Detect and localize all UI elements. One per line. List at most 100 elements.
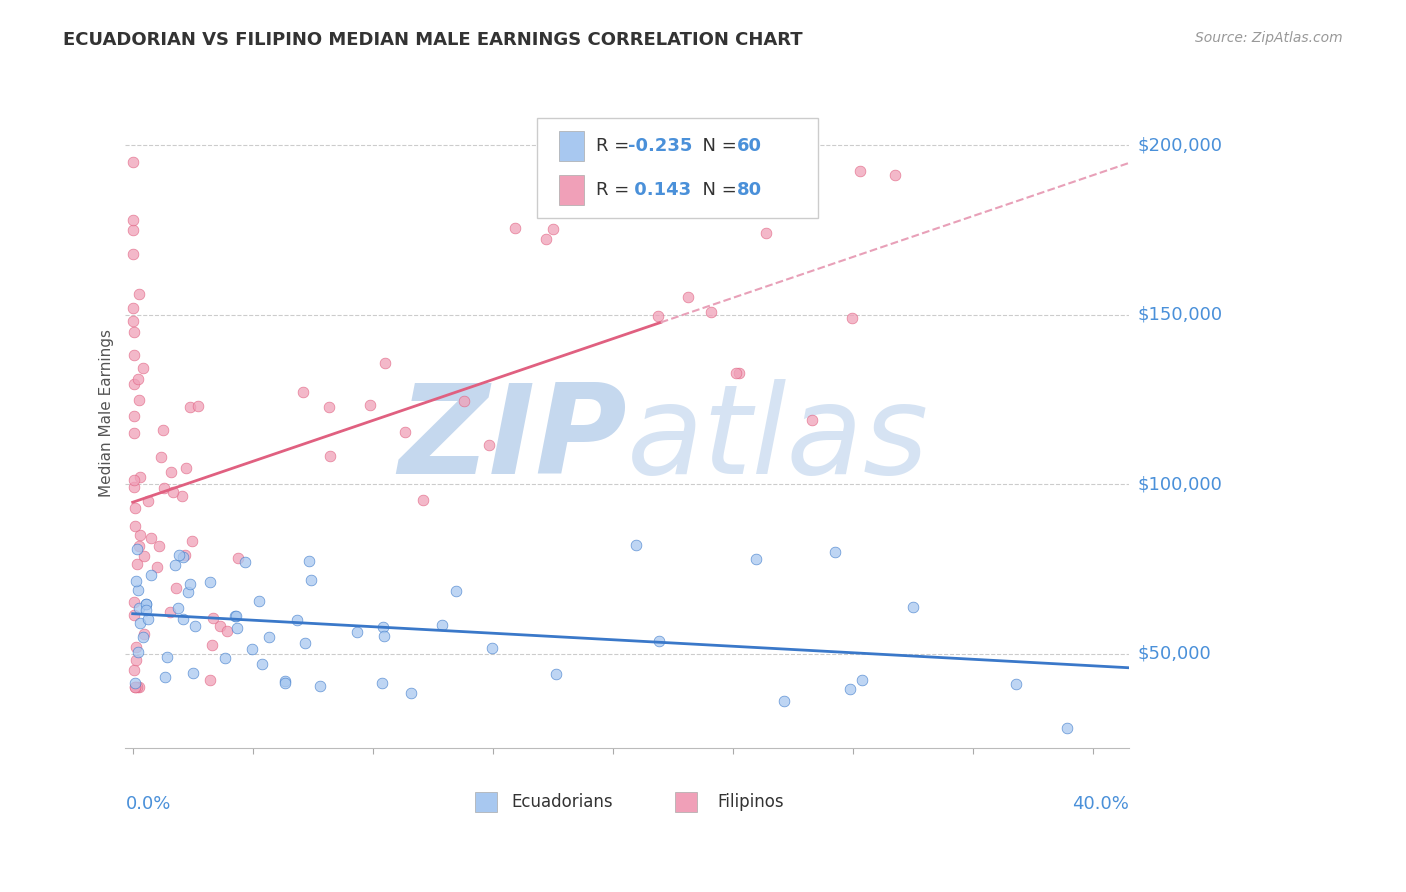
Text: 80: 80	[737, 181, 762, 199]
Point	[648, 633, 671, 648]
Point	[225, 609, 247, 624]
Point	[181, 533, 204, 548]
Point	[394, 425, 416, 440]
Point	[226, 621, 249, 635]
Point	[309, 679, 332, 693]
Point	[233, 556, 256, 570]
Point	[240, 641, 263, 656]
Point	[773, 694, 796, 708]
Point	[128, 601, 150, 615]
Point	[167, 601, 190, 615]
Point	[127, 645, 149, 659]
FancyBboxPatch shape	[475, 792, 496, 813]
Point	[132, 627, 155, 641]
Point	[727, 366, 749, 380]
Text: $50,000: $50,000	[1137, 645, 1211, 663]
Point	[122, 325, 145, 339]
Point	[125, 574, 148, 588]
Point	[624, 538, 647, 552]
Point	[503, 221, 526, 235]
Point	[399, 686, 422, 700]
Point	[179, 577, 201, 591]
Point	[294, 636, 316, 650]
Point	[141, 567, 163, 582]
Point	[152, 481, 174, 495]
FancyBboxPatch shape	[537, 118, 818, 219]
Point	[125, 541, 148, 556]
Point	[122, 377, 145, 392]
Point	[125, 558, 148, 572]
Text: -0.235: -0.235	[628, 137, 693, 155]
Text: Filipinos: Filipinos	[717, 793, 785, 811]
Point	[139, 531, 162, 545]
Point	[128, 392, 150, 407]
Point	[373, 629, 395, 643]
Text: ECUADORIAN VS FILIPINO MEDIAN MALE EARNINGS CORRELATION CHART: ECUADORIAN VS FILIPINO MEDIAN MALE EARNI…	[63, 31, 803, 49]
FancyBboxPatch shape	[560, 131, 583, 161]
Point	[801, 413, 824, 427]
Point	[122, 301, 145, 315]
Text: N =: N =	[692, 137, 742, 155]
Point	[257, 630, 280, 644]
Point	[883, 168, 905, 182]
Text: R =: R =	[596, 137, 636, 155]
Point	[129, 615, 152, 630]
Text: atlas: atlas	[627, 379, 929, 500]
Point	[299, 574, 322, 588]
Point	[135, 603, 157, 617]
Point	[477, 438, 499, 452]
Text: 0.0%: 0.0%	[125, 796, 172, 814]
Point	[122, 480, 145, 494]
Point	[125, 681, 148, 695]
Text: $100,000: $100,000	[1137, 475, 1222, 493]
Point	[187, 399, 209, 413]
Text: ZIP: ZIP	[398, 379, 627, 500]
Point	[169, 548, 191, 562]
Point	[901, 599, 924, 614]
Point	[122, 426, 145, 441]
Text: 60: 60	[737, 137, 762, 155]
FancyBboxPatch shape	[675, 792, 697, 813]
Point	[412, 493, 434, 508]
Point	[122, 212, 145, 227]
Point	[676, 290, 699, 304]
Text: $150,000: $150,000	[1137, 306, 1222, 324]
Point	[371, 675, 394, 690]
Point	[124, 519, 146, 533]
Point	[200, 673, 222, 688]
Point	[124, 675, 146, 690]
Point	[172, 549, 194, 564]
Point	[208, 619, 231, 633]
Point	[848, 164, 870, 178]
Point	[122, 595, 145, 609]
Point	[536, 232, 558, 246]
Point	[122, 246, 145, 260]
Point	[128, 681, 150, 695]
Point	[122, 314, 145, 328]
Point	[724, 367, 747, 381]
Point	[156, 649, 179, 664]
Point	[145, 559, 167, 574]
Point	[851, 673, 873, 687]
Point	[125, 640, 148, 654]
Point	[124, 681, 146, 695]
Point	[177, 584, 200, 599]
Point	[481, 641, 503, 656]
Point	[824, 545, 846, 559]
Point	[127, 582, 149, 597]
Point	[541, 222, 564, 236]
Text: N =: N =	[692, 181, 742, 199]
Point	[285, 613, 308, 627]
Point	[1056, 721, 1078, 735]
Point	[121, 155, 143, 169]
Point	[179, 401, 201, 415]
Point	[273, 673, 295, 688]
Point	[1005, 677, 1028, 691]
Point	[155, 670, 177, 684]
Point	[150, 450, 173, 465]
Point	[128, 539, 150, 553]
Point	[122, 409, 145, 424]
Point	[138, 612, 160, 626]
Point	[127, 372, 149, 386]
Point	[291, 385, 314, 400]
